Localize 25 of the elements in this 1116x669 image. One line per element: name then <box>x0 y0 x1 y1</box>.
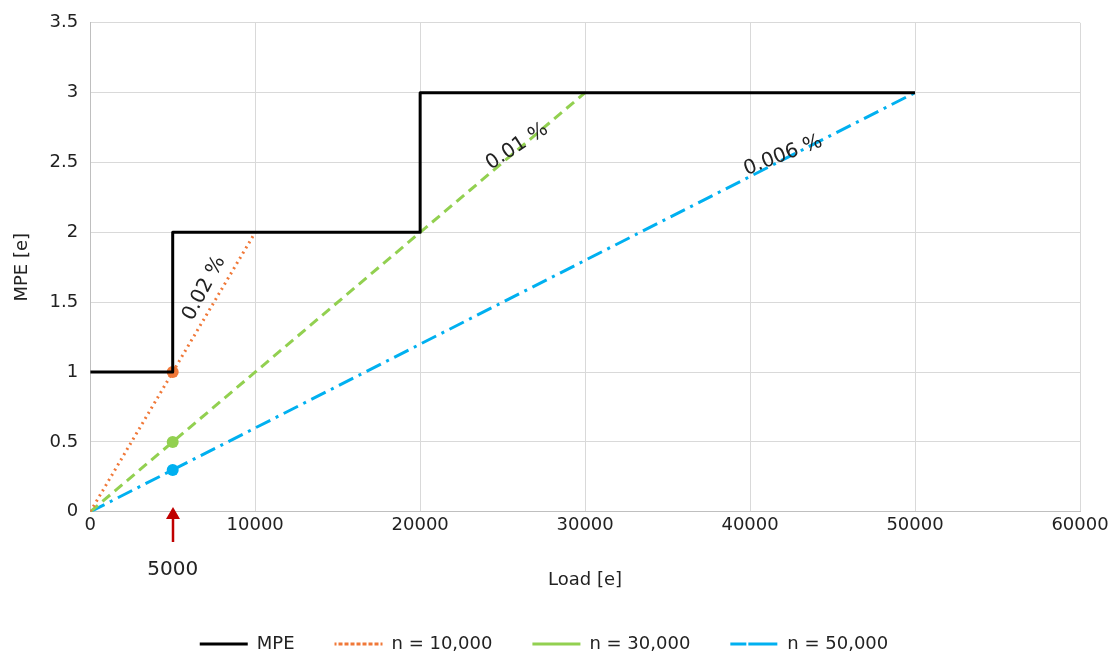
y-tick-label: 1 <box>66 359 79 381</box>
y-tick-label: 3.5 <box>49 10 79 32</box>
x-axis-title: Load [e] <box>548 567 623 589</box>
y-tick-label: 1.5 <box>49 289 79 311</box>
x-tick-label: 20000 <box>391 513 449 535</box>
annotation: 0.02 % <box>175 250 230 324</box>
y-axis-title: MPE [e] <box>10 233 32 302</box>
y-tick-label: 3 <box>66 80 79 102</box>
y-tick-label: 2.5 <box>49 150 79 172</box>
legend-label: n = 50,000 <box>787 631 889 653</box>
legend-label: n = 30,000 <box>589 631 691 653</box>
legend-label: n = 10,000 <box>391 631 493 653</box>
x-tick-label: 0 <box>84 513 96 535</box>
annotation: 0.006 % <box>739 127 826 180</box>
annotation: 5000 <box>147 556 199 580</box>
y-tick-label: 0 <box>66 499 79 521</box>
y-tick-label: 2 <box>66 220 79 242</box>
x-tick-label: 40000 <box>721 513 779 535</box>
legend-label: MPE <box>256 631 295 653</box>
y-tick-label: 0.5 <box>49 429 79 451</box>
annotation: 0.01 % <box>480 115 552 175</box>
x-tick-label: 60000 <box>1051 513 1109 535</box>
x-tick-label: 50000 <box>886 513 944 535</box>
x-tick-label: 30000 <box>556 513 614 535</box>
x-tick-label: 10000 <box>226 513 284 535</box>
